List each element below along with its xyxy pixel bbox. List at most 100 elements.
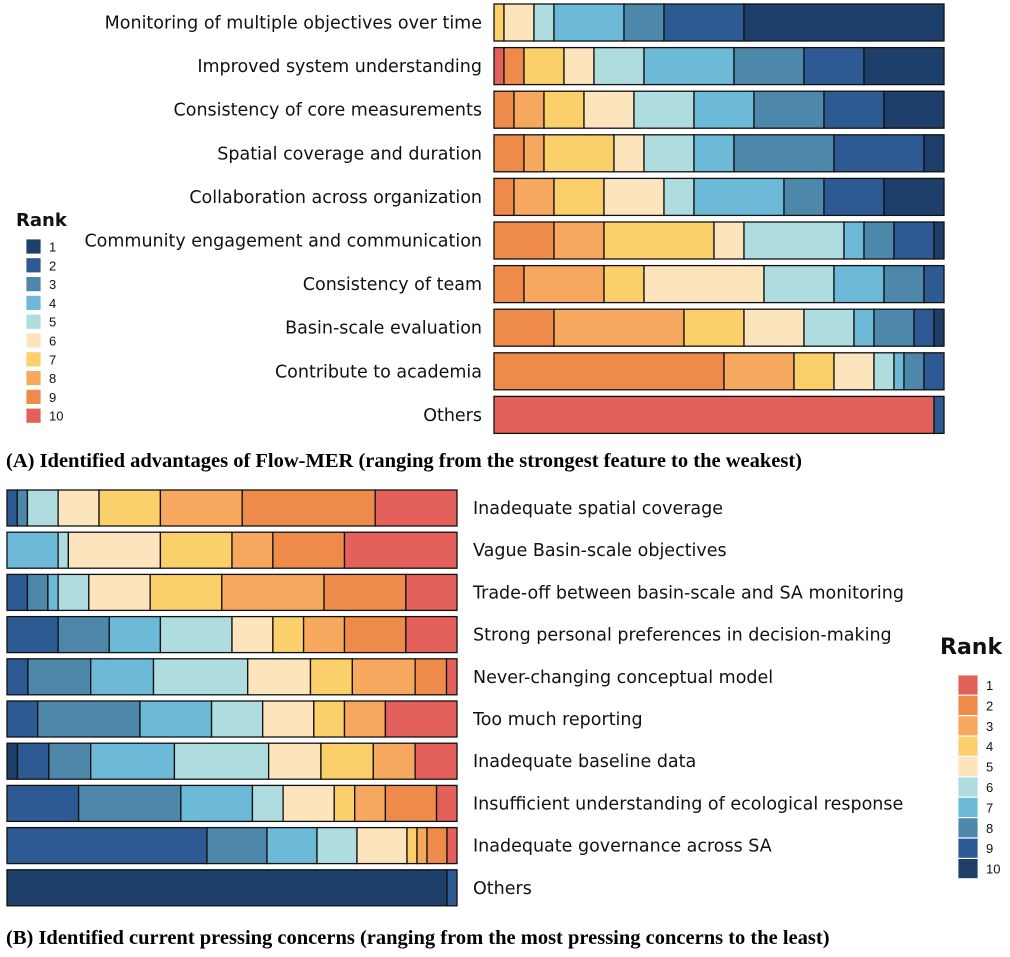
bar-segment-rank-5 [633, 90, 695, 129]
bar-segment-rank-9 [493, 352, 725, 391]
panel-b-chart: Inadequate spatial coverage Vague Basin-s… [6, 489, 904, 907]
bar-segment-rank-3 [221, 573, 325, 612]
legend-swatch-rank-3 [957, 715, 979, 737]
bar-segment-rank-9 [6, 573, 29, 612]
bar-segment-rank-5 [67, 531, 162, 569]
bar-segment-rank-6 [316, 826, 358, 865]
category-label: Inadequate spatial coverage [473, 499, 723, 519]
category-label: Collaboration across organization [189, 188, 482, 208]
legend-swatch-rank-2 [25, 257, 42, 274]
bar-segment-rank-1 [923, 134, 945, 173]
bar-segment-rank-4 [320, 742, 374, 780]
bar-segment-rank-4 [313, 700, 346, 738]
legend-swatch-rank-6 [25, 332, 42, 349]
bar-segment-rank-7 [90, 742, 176, 780]
bar-segment-rank-7 [90, 658, 155, 696]
bar-segment-rank-3 [372, 742, 416, 780]
legend-label: 2 [986, 698, 993, 713]
bar-segment-rank-7 [108, 615, 162, 654]
bar-segment-rank-5 [593, 46, 645, 86]
bar-segment-rank-6 [743, 308, 805, 347]
bar-segment-rank-4 [149, 573, 223, 612]
bar-segment-rank-1 [405, 615, 458, 654]
legend-swatch-rank-10 [957, 858, 979, 879]
bar-segment-rank-8 [553, 221, 605, 260]
legend-swatch-rank-10 [25, 407, 42, 424]
category-label: Consistency of team [303, 275, 482, 295]
bar-segment-rank-5 [57, 489, 100, 527]
bar-segment-rank-3 [863, 221, 895, 260]
bar-segment-rank-5 [282, 784, 335, 823]
bar-segment-rank-1 [883, 90, 945, 129]
bar-segment-rank-3 [783, 177, 825, 217]
category-label: Inadequate governance across SA [473, 837, 772, 857]
bar-segment-rank-4 [853, 308, 875, 347]
bar-segment-rank-7 [47, 573, 59, 612]
bar-segment-rank-8 [553, 308, 685, 347]
bar-segment-rank-6 [173, 742, 270, 780]
legend-label: 10 [986, 862, 1000, 877]
bar-segment-rank-9 [6, 784, 80, 823]
bar-segment-rank-9 [493, 221, 555, 260]
bar-segment-rank-1 [446, 826, 458, 865]
bar-segment-rank-4 [843, 221, 865, 260]
bar-segment-rank-5 [533, 3, 555, 42]
legend-swatch-rank-7 [25, 351, 42, 368]
legend-label: 9 [49, 390, 56, 405]
bar-segment-rank-6 [503, 3, 535, 42]
bar-segment-rank-1 [743, 3, 945, 42]
legend-label: 2 [49, 258, 56, 273]
bar-segment-rank-9 [493, 308, 555, 347]
bar-segment-rank-2 [272, 531, 346, 569]
category-label: Inadequate baseline data [473, 752, 696, 772]
bar-segment-rank-4 [693, 90, 755, 129]
legend-swatch-rank-5 [957, 756, 979, 777]
category-label: Insufficient understanding of ecological… [473, 794, 903, 814]
legend-swatch-rank-1 [25, 238, 42, 255]
panel-a-chart: Monitoring of multiple objectives over t… [84, 3, 945, 435]
bar-segment-rank-3 [883, 264, 925, 304]
bar-segment-rank-5 [247, 658, 312, 696]
bar-segment-rank-3 [343, 700, 387, 738]
bar-segment-rank-6 [152, 658, 249, 696]
bar-segment-rank-8 [27, 658, 92, 696]
bar-segment-rank-8 [523, 134, 545, 173]
panel-a-legend: Rank 1 2 3 4 5 6 7 8 9 10 [16, 210, 68, 424]
bar-segment-rank-1 [405, 573, 458, 612]
bar-segment-rank-7 [523, 46, 565, 86]
bar-segment-rank-5 [873, 352, 895, 391]
legend-label: 10 [49, 409, 63, 424]
bar-segment-rank-7 [493, 3, 505, 42]
bar-segment-rank-8 [513, 177, 555, 217]
bar-segment-rank-9 [6, 615, 59, 654]
bar-segment-rank-5 [267, 742, 322, 780]
bar-segment-rank-8 [16, 489, 29, 527]
legend-label: 9 [986, 841, 993, 856]
bar-segment-rank-7 [683, 308, 745, 347]
bar-segment-rank-6 [713, 221, 745, 260]
bar-segment-rank-7 [543, 134, 615, 173]
bar-segment-rank-8 [37, 700, 141, 738]
bar-segment-rank-6 [643, 264, 765, 304]
bar-segment-rank-2 [343, 615, 407, 654]
bar-segment-rank-6 [583, 90, 635, 129]
legend-label: 3 [49, 277, 56, 292]
legend-swatch-rank-9 [957, 837, 979, 859]
bar-segment-rank-6 [613, 134, 645, 173]
bar-segment-rank-3 [416, 826, 428, 865]
category-label: Improved system understanding [197, 57, 482, 77]
category-label: Community engagement and communication [84, 232, 482, 252]
bar-segment-rank-8 [206, 826, 268, 865]
legend-swatch-rank-1 [957, 674, 979, 696]
legend-label: 4 [986, 739, 993, 754]
bar-segment-rank-3 [302, 615, 346, 654]
bar-segment-rank-7 [139, 700, 213, 738]
bar-segment-rank-1 [384, 700, 458, 738]
category-label: Monitoring of multiple objectives over t… [105, 14, 482, 34]
legend-swatch-rank-3 [25, 276, 42, 293]
bar-segment-rank-2 [823, 177, 885, 217]
legend-swatch-rank-4 [25, 294, 42, 311]
bar-segment-rank-2 [803, 46, 865, 86]
bar-segment-rank-2 [823, 90, 885, 129]
bar-segment-rank-10 [6, 869, 448, 907]
